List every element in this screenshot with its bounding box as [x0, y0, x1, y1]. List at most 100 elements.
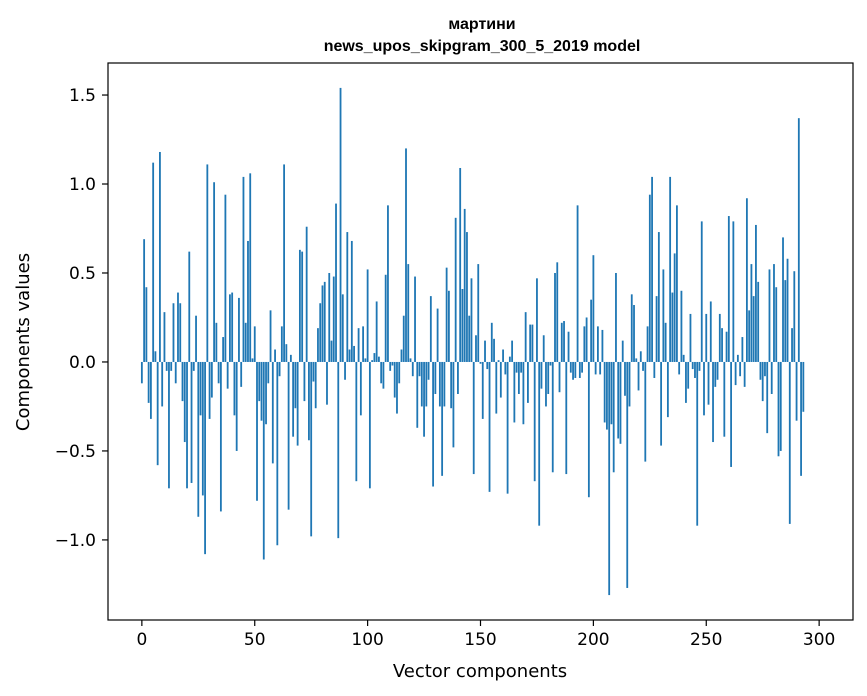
bar: [332, 276, 335, 362]
bar: [159, 151, 161, 362]
bar: [603, 361, 606, 423]
chart-title: мартини: [448, 16, 515, 33]
bar: [321, 285, 324, 362]
bar: [235, 361, 238, 451]
bar: [226, 361, 229, 389]
y-tick-label: −0.5: [55, 442, 96, 462]
bar: [450, 361, 453, 409]
bar: [355, 361, 358, 482]
bar: [457, 361, 459, 394]
bar: [497, 360, 500, 362]
bar: [461, 289, 464, 362]
bar: [610, 361, 613, 425]
bar: [172, 303, 175, 362]
bar: [502, 349, 504, 362]
bar: [183, 361, 186, 443]
bar: [741, 337, 744, 362]
bar: [305, 226, 308, 362]
bar: [238, 297, 240, 362]
bar: [168, 361, 170, 489]
bar: [411, 361, 414, 377]
bar: [666, 361, 669, 418]
bar: [551, 361, 554, 473]
bar: [434, 361, 437, 394]
bar: [493, 338, 495, 362]
bar: [660, 361, 663, 446]
bar: [443, 361, 446, 407]
y-axis-label: Components values: [13, 253, 34, 431]
bar: [375, 301, 378, 362]
bar: [402, 315, 405, 362]
plot-frame: [107, 62, 854, 621]
bar: [326, 361, 328, 405]
bar: [572, 361, 574, 380]
bar: [788, 361, 791, 524]
bar: [247, 240, 249, 362]
bar: [468, 315, 471, 362]
bar: [533, 361, 536, 482]
bar: [793, 271, 796, 362]
bar: [565, 361, 568, 475]
bar: [725, 331, 728, 362]
bar: [233, 361, 236, 416]
bar: [513, 361, 516, 423]
bar: [540, 361, 543, 389]
bar: [583, 326, 586, 362]
bar: [470, 278, 473, 362]
bar: [581, 361, 583, 373]
bar: [294, 361, 297, 409]
bar: [292, 361, 295, 437]
bar: [506, 361, 509, 494]
bar: [752, 296, 755, 362]
bar: [786, 258, 789, 362]
bar: [420, 361, 423, 407]
bar: [662, 269, 665, 362]
bar: [545, 361, 547, 407]
bar: [714, 361, 717, 387]
bar: [531, 324, 534, 362]
bar: [676, 205, 678, 362]
bar: [197, 361, 200, 517]
bar: [556, 262, 559, 362]
bar: [244, 322, 247, 362]
bar: [337, 361, 340, 539]
bar: [694, 361, 696, 378]
x-axis-label: Vector components: [393, 661, 567, 682]
bar: [619, 361, 622, 444]
bar: [298, 249, 301, 362]
bar: [495, 361, 498, 414]
bar: [387, 205, 389, 362]
bar: [303, 361, 306, 402]
bar: [768, 269, 771, 362]
bar: [231, 292, 234, 362]
bar: [488, 361, 491, 492]
bar: [800, 361, 802, 476]
bar: [698, 361, 701, 371]
bar: [766, 361, 769, 434]
bar: [301, 251, 304, 362]
bar: [475, 335, 477, 362]
bar: [612, 361, 615, 473]
bar: [624, 361, 626, 396]
bar: [567, 331, 570, 362]
bar: [289, 354, 292, 362]
bar: [558, 361, 561, 393]
x-tick-label: 0: [136, 630, 147, 650]
bar: [362, 326, 365, 362]
bar: [621, 340, 624, 362]
bar: [596, 326, 599, 362]
bar: [348, 349, 351, 362]
bar: [685, 361, 687, 403]
bar: [330, 340, 333, 362]
bar: [380, 361, 383, 384]
bar: [700, 221, 703, 362]
bar: [743, 361, 746, 387]
bar: [673, 253, 676, 362]
bar: [145, 287, 148, 362]
bar: [174, 361, 177, 384]
bar: [416, 361, 419, 428]
bar: [296, 361, 299, 446]
bar: [409, 358, 412, 362]
bar: [396, 361, 398, 414]
